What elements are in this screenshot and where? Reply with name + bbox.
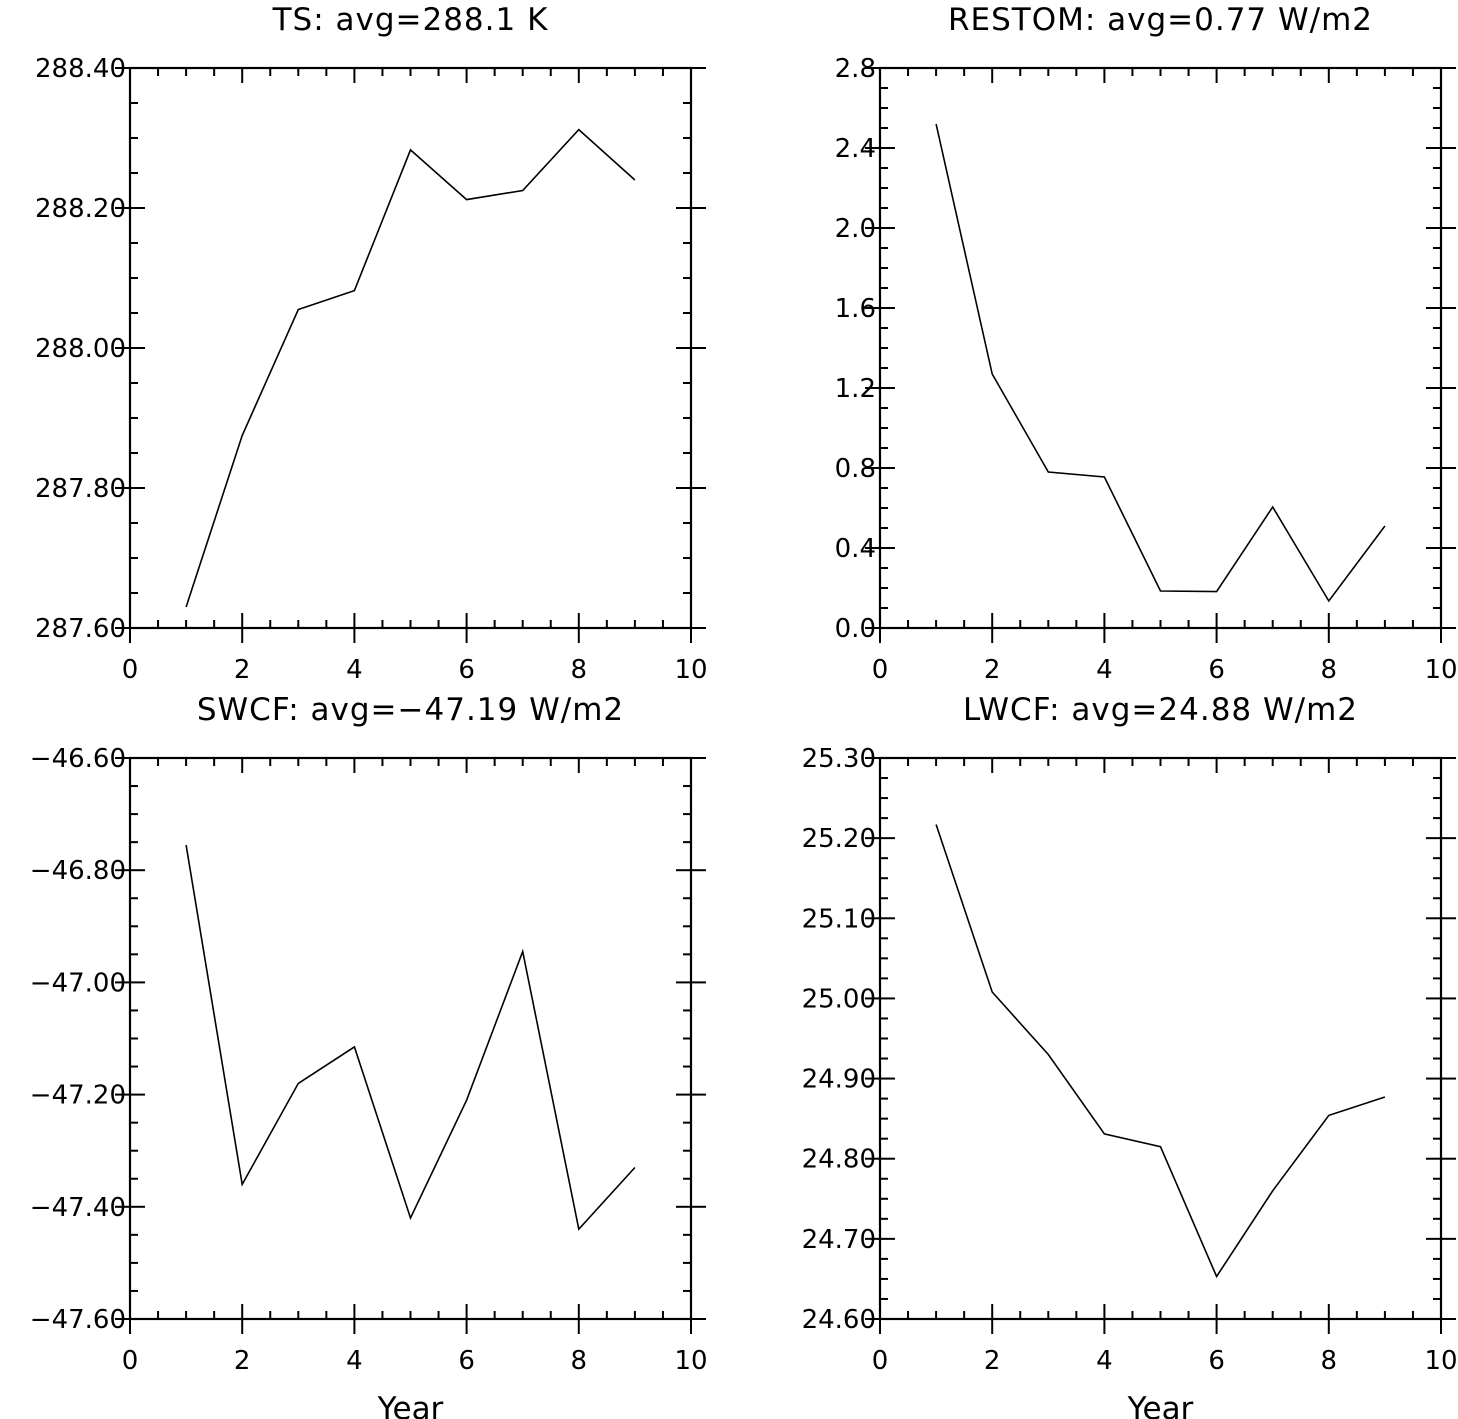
restom-y-tick-label: 0.4	[835, 534, 876, 564]
restom-panel: RESTOM: avg=0.77 W/m2 0 2 4 6 8 10 0.0 0.4 0.8 1.…	[835, 2, 1458, 685]
ts-title: TS: avg=288.1 K	[272, 2, 549, 38]
swcf-x-tick-label: 6	[458, 1346, 475, 1376]
restom-x-tick-label: 10	[1424, 655, 1457, 685]
lwcf-title: LWCF: avg=24.88 W/m2	[963, 692, 1358, 728]
lwcf-y-tick-label: 25.30	[802, 744, 876, 774]
lwcf-y-tick-label: 25.00	[802, 984, 876, 1014]
lwcf-plot-frame	[878, 756, 1443, 1321]
restom-x-tick-label: 8	[1321, 655, 1338, 685]
ts-x-tick-label: 0	[122, 655, 139, 685]
lwcf-x-tick-label: 6	[1208, 1346, 1225, 1376]
lwcf-y-tick-label: 25.10	[802, 904, 876, 934]
restom-y-tick-label: 1.2	[835, 374, 876, 404]
ts-x-tick-label: 6	[458, 655, 475, 685]
swcf-panel: SWCF: avg=−47.19 W/m2 Year 0 2 4 6 8 10 −47.60…	[30, 692, 708, 1419]
ts-y-tick-label: 288.20	[35, 194, 126, 224]
restom-x-tick-label: 2	[984, 655, 1001, 685]
restom-x-tick-label: 4	[1096, 655, 1113, 685]
swcf-y-tick-label: −46.60	[30, 744, 126, 774]
lwcf-x-tick-label: 2	[984, 1346, 1001, 1376]
restom-x-tick-label: 6	[1208, 655, 1225, 685]
swcf-y-tick-label: −47.40	[30, 1193, 126, 1223]
lwcf-xlabel: Year	[1127, 1391, 1194, 1419]
swcf-x-tick-label: 10	[674, 1346, 707, 1376]
swcf-title: SWCF: avg=−47.19 W/m2	[197, 692, 624, 728]
swcf-x-tick-label: 8	[571, 1346, 588, 1376]
ts-series-line	[185, 128, 636, 608]
ts-y-tick-label: 287.80	[35, 474, 126, 504]
lwcf-y-tick-label: 25.20	[802, 824, 876, 854]
lwcf-panel: LWCF: avg=24.88 W/m2 Year 0 2 4 6 8 10 24.60 24…	[802, 692, 1458, 1419]
lwcf-x-tick-label: 8	[1321, 1346, 1338, 1376]
lwcf-y-tick-label: 24.80	[802, 1145, 876, 1175]
lwcf-y-tick-label: 24.70	[802, 1225, 876, 1255]
lwcf-x-tick-label: 10	[1424, 1346, 1457, 1376]
swcf-y-tick-label: −47.00	[30, 968, 126, 998]
ts-x-tick-label: 10	[674, 655, 707, 685]
ts-y-tick-label: 288.00	[35, 334, 126, 364]
lwcf-y-tick-label: 24.90	[802, 1065, 876, 1095]
swcf-plot-frame	[128, 756, 693, 1321]
restom-y-tick-label: 0.8	[835, 454, 876, 484]
ts-x-tick-label: 2	[234, 655, 251, 685]
swcf-y-tick-label: −46.80	[30, 856, 126, 886]
swcf-y-tick-label: −47.20	[30, 1081, 126, 1111]
ts-panel: TS: avg=288.1 K 0 2 4 6 8 10 287.60 287.80 288.0…	[35, 2, 708, 685]
swcf-xlabel: Year	[377, 1391, 444, 1419]
restom-title: RESTOM: avg=0.77 W/m2	[948, 2, 1373, 38]
lwcf-y-tick-label: 24.60	[802, 1305, 876, 1335]
lwcf-x-tick-label: 0	[872, 1346, 889, 1376]
swcf-x-tick-label: 4	[346, 1346, 363, 1376]
restom-y-tick-label: 1.6	[835, 294, 876, 324]
lwcf-x-tick-label: 4	[1096, 1346, 1113, 1376]
swcf-x-tick-label: 0	[122, 1346, 139, 1376]
swcf-x-tick-label: 2	[234, 1346, 251, 1376]
restom-y-tick-label: 0.0	[835, 614, 876, 644]
restom-y-tick-label: 2.8	[835, 54, 876, 84]
restom-plot-frame	[878, 66, 1443, 630]
restom-x-tick-label: 0	[872, 655, 889, 685]
ts-y-tick-label: 287.60	[35, 614, 126, 644]
swcf-series-line	[185, 844, 636, 1231]
ts-x-tick-label: 8	[571, 655, 588, 685]
ts-y-tick-label: 288.40	[35, 54, 126, 84]
swcf-y-tick-label: −47.60	[30, 1305, 126, 1335]
restom-y-tick-label: 2.4	[835, 134, 876, 164]
restom-series-line	[935, 123, 1386, 603]
restom-y-tick-label: 2.0	[835, 214, 876, 244]
ts-x-tick-label: 4	[346, 655, 363, 685]
lwcf-series-line	[935, 824, 1386, 1279]
